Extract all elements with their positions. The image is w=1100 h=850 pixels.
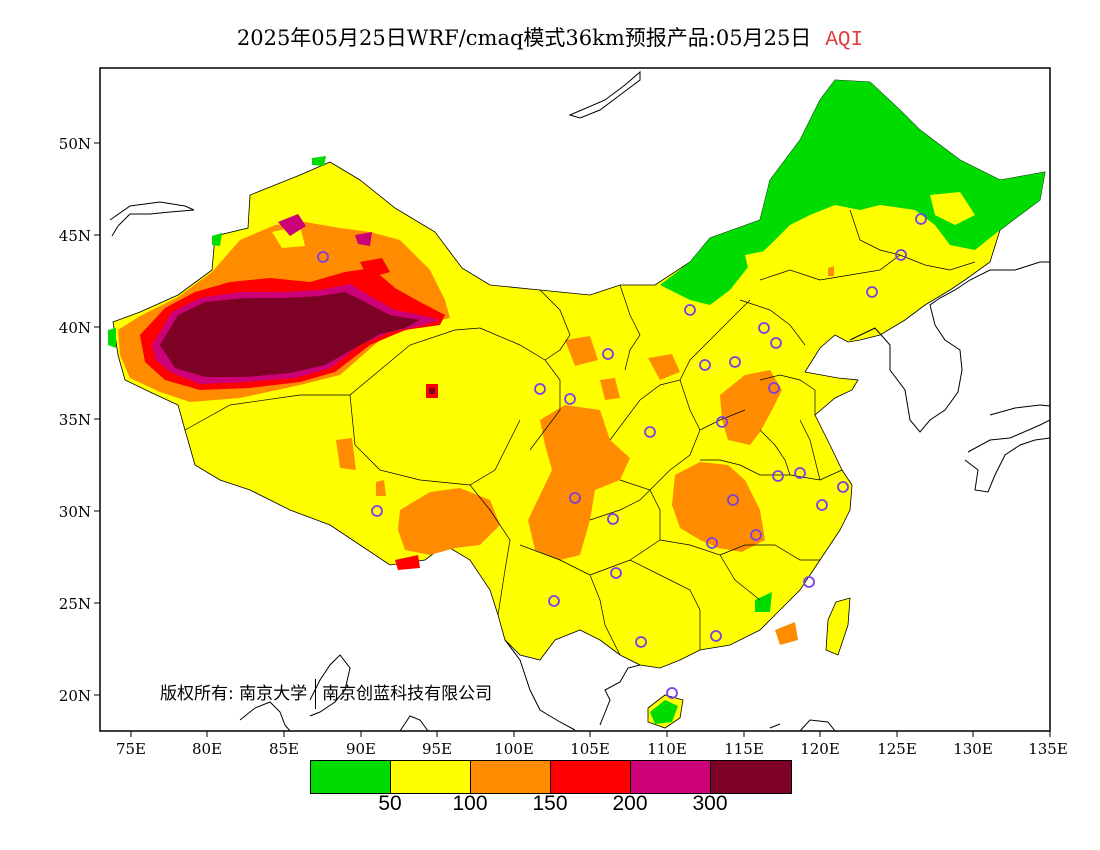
x-tick-label: 100E	[494, 740, 534, 758]
south-tibet-orange-area	[398, 488, 500, 555]
y-tick-label: 35N	[59, 411, 91, 429]
city-markers	[317, 213, 927, 699]
x-tick-label: 135E	[1028, 740, 1068, 758]
legend-swatch	[631, 761, 711, 793]
province-borders	[184, 209, 976, 656]
copyright-label: 版权所有:	[160, 684, 234, 704]
china-landmass	[112, 79, 1046, 669]
copyright-org-2: 南京创蓝科技有限公司	[322, 684, 493, 704]
separator	[315, 679, 317, 709]
hubei-orange-area	[672, 462, 765, 552]
east-orange-area	[720, 370, 782, 445]
legend-label: 100	[452, 792, 488, 815]
chart-title: 2025年05月25日WRF/cmaq模式36km预报产品:05月25日 AQI	[0, 22, 1100, 52]
x-tick-label: 95E	[422, 740, 452, 758]
x-axis: 75E 80E 85E 90E 95E 100E 105E 110E 115E …	[116, 731, 1068, 758]
copyright-notice: 版权所有: 南京大学 南京创蓝科技有限公司	[160, 679, 492, 709]
x-tick-label: 120E	[800, 740, 840, 758]
legend-label: 300	[692, 792, 728, 815]
y-tick-label: 45N	[59, 227, 91, 245]
x-tick-label: 110E	[647, 740, 687, 758]
legend-swatch	[551, 761, 631, 793]
tarim-maroon-area	[160, 292, 420, 377]
y-tick-label: 50N	[59, 135, 91, 153]
y-tick-label: 30N	[59, 503, 91, 521]
northeast-green-area	[660, 80, 1045, 305]
copyright-org-1: 南京大学	[239, 684, 308, 704]
x-tick-label: 130E	[953, 740, 993, 758]
legend-swatch	[311, 761, 391, 793]
x-tick-label: 105E	[570, 740, 610, 758]
variable-label: AQI	[825, 29, 864, 52]
neighbor-coastlines	[109, 70, 1050, 731]
x-tick-label: 115E	[724, 740, 764, 758]
y-axis: 50N 45N 40N 35N 30N 25N 20N	[59, 135, 100, 705]
color-legend	[310, 760, 792, 794]
taiwan-island	[825, 597, 851, 656]
china-aqi-field	[108, 79, 1046, 729]
x-tick-label: 75E	[116, 740, 146, 758]
legend-label: 200	[612, 792, 648, 815]
y-tick-label: 25N	[59, 595, 91, 613]
x-tick-label: 90E	[346, 740, 376, 758]
legend-label: 50	[378, 792, 402, 815]
legend-label: 150	[532, 792, 568, 815]
legend-swatch	[391, 761, 471, 793]
central-orange-area	[528, 405, 630, 560]
legend-swatch	[711, 761, 791, 793]
title-text: 2025年05月25日WRF/cmaq模式36km预报产品:05月25日	[236, 26, 812, 50]
y-tick-label: 20N	[59, 687, 91, 705]
map-frame	[99, 67, 1051, 732]
x-tick-label: 80E	[192, 740, 222, 758]
y-tick-label: 40N	[59, 319, 91, 337]
x-tick-label: 125E	[877, 740, 917, 758]
legend-swatch	[471, 761, 551, 793]
x-tick-label: 85E	[269, 740, 299, 758]
